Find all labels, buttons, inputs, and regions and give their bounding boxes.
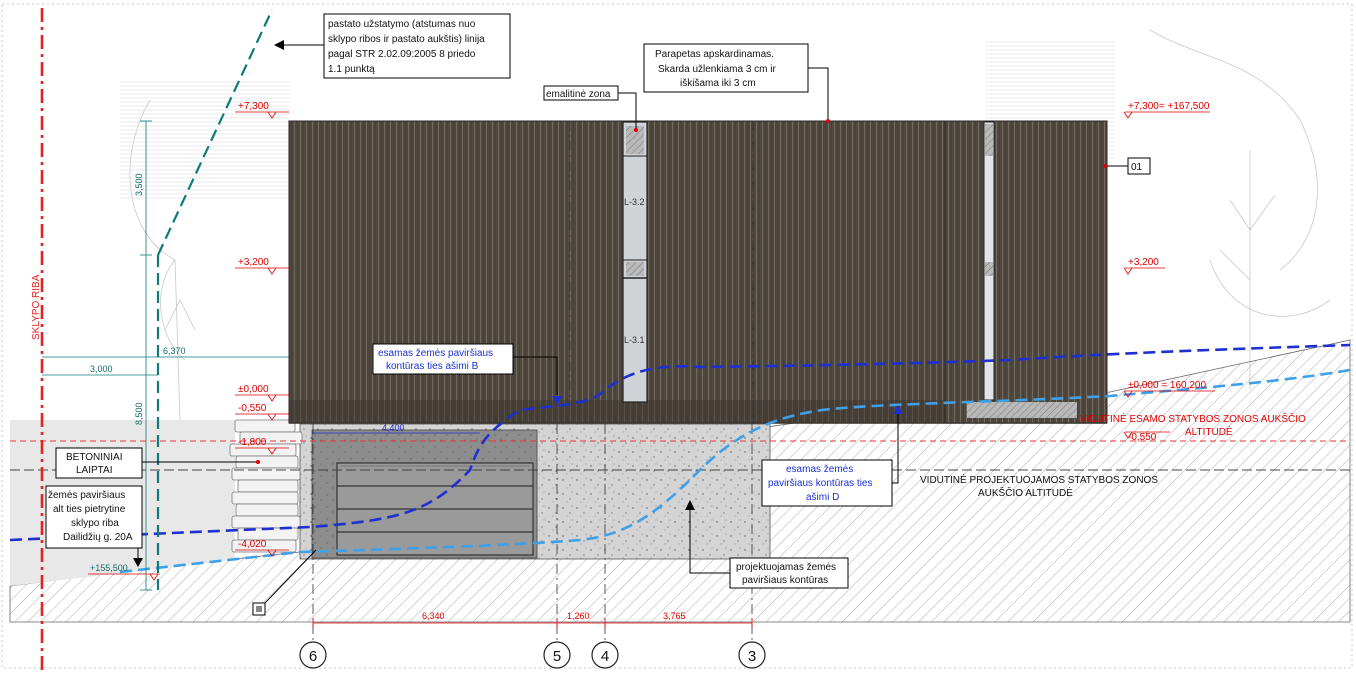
svg-text:iškišama iki 3 cm: iškišama iki 3 cm	[680, 78, 756, 89]
setback-line	[156, 9, 273, 590]
axis-bubble-4: 4	[591, 641, 619, 669]
svg-text:sklypo riba: sklypo riba	[71, 518, 119, 529]
narrow-window	[983, 121, 995, 401]
concrete-stairs-note: BETONINIAI LAIPTAI	[55, 447, 260, 479]
dim-8500: 8,500	[134, 402, 144, 425]
svg-text:BETONINIAI: BETONINIAI	[66, 452, 123, 463]
existing-ground-d-line	[119, 368, 1351, 574]
svg-text:sklypo ribos ir pastato aukšti: sklypo ribos ir pastato aukštis) linija	[328, 34, 485, 45]
existing-ground-b-line	[9, 343, 1351, 542]
svg-text:pagal STR 2.02.09:2005 8 pried: pagal STR 2.02.09:2005 8 priedo	[328, 49, 476, 60]
axis-grid-lines	[312, 121, 754, 640]
parapet-note: Parapetas apskardinamas. Skarda užlenkia…	[643, 43, 830, 123]
svg-text:5: 5	[553, 648, 561, 665]
svg-text:6: 6	[309, 648, 317, 665]
svg-text:esamas žemės paviršiaus: esamas žemės paviršiaus	[378, 348, 493, 359]
svg-text:kontūras ties ašimi B: kontūras ties ašimi B	[386, 361, 479, 372]
level-zero-right: ±0,000 = 160,200	[1128, 380, 1206, 391]
svg-text:paviršiaus kontūras ties: paviršiaus kontūras ties	[768, 478, 873, 489]
svg-text:4: 4	[601, 648, 609, 665]
level-top-left: +7,300	[238, 101, 269, 112]
level-top-right: +7,300= +167,500	[1128, 101, 1210, 112]
enamel-zone-note: emalitinė zona	[543, 85, 638, 132]
level-1800: -1,800	[238, 437, 267, 448]
setback-note: pastato užstatymo (atstumas nuo sklypo r…	[274, 13, 511, 79]
svg-text:pastato užstatymo (atstumas nu: pastato užstatymo (atstumas nuo	[328, 19, 476, 30]
svg-text:Parapetas apskardinamas.: Parapetas apskardinamas.	[655, 49, 774, 60]
plot-boundary-label: SKLYPO RIBA	[31, 274, 42, 340]
dim-3000: 3,000	[90, 364, 113, 374]
avg-existing-label-2: ALTITUDĖ	[1185, 425, 1233, 438]
facade-right-block	[944, 120, 1108, 424]
dim-6370: 6,370	[163, 346, 186, 356]
bottom-dim-lines	[312, 618, 753, 628]
square-marker	[252, 549, 317, 616]
level-markers	[88, 111, 1215, 581]
avg-projected-label-2: AUKŠČIO ALTITUDĖ	[978, 486, 1073, 499]
concrete-stairs-graphic	[229, 419, 303, 553]
window-mark-l31: L-3.1	[624, 335, 645, 345]
dim-1260: 1,260	[567, 611, 590, 621]
svg-text:Skarda užlenkiama 3 cm ir: Skarda užlenkiama 3 cm ir	[658, 64, 776, 75]
dim-4400: 4,400	[382, 423, 405, 433]
level-0550-left: -0,550	[238, 403, 267, 414]
axis-bubble-6: 6	[299, 641, 327, 669]
dim-6340: 6,340	[422, 611, 445, 621]
ground-alt-note: žemės paviršiaus alt ties pietrytine skl…	[45, 485, 143, 567]
level-zero-left: ±0,000	[238, 384, 269, 395]
avg-existing-label-1: VIDUTINĖ ESAMO STATYBOS ZONOS AUKŠČIO	[1080, 412, 1306, 425]
svg-text:žemės paviršiaus: žemės paviršiaus	[48, 490, 125, 501]
garage-door	[336, 462, 534, 556]
existing-ground-d-note: esamas žemės paviršiaus kontūras ties aš…	[761, 405, 903, 507]
level-4020: -4,020	[238, 539, 267, 550]
level-ground-alt: +155,500	[90, 563, 128, 573]
window-column	[622, 121, 648, 403]
dim-3500: 3,500	[134, 173, 144, 196]
svg-text:paviršiaus kontūras: paviršiaus kontūras	[742, 575, 828, 586]
window-mark-l32: L-3.2	[624, 197, 645, 207]
svg-text:ašimi D: ašimi D	[806, 492, 839, 503]
svg-text:3: 3	[748, 648, 756, 665]
material-tag: 01	[1103, 157, 1151, 175]
svg-text:LAIPTAI: LAIPTAI	[76, 465, 113, 476]
avg-projected-label-1: VIDUTINĖ PROJEKTUOJAMOS STATYBOS ZONOS	[920, 473, 1158, 486]
projected-ground-note: projektuojamas žemės paviršiaus kontūras	[685, 500, 849, 589]
existing-ground-b-note: esamas žemės paviršiaus kontūras ties aš…	[372, 343, 562, 405]
level-mid-right: +3,200	[1128, 257, 1159, 268]
dim-3765: 3,765	[663, 611, 686, 621]
svg-text:esamas žemės: esamas žemės	[786, 464, 853, 475]
svg-text:emalitinė zona: emalitinė zona	[546, 89, 611, 100]
svg-text:projektuojamas žemės: projektuojamas žemės	[736, 562, 836, 573]
axis-bubble-5: 5	[543, 641, 571, 669]
entrance-slab	[967, 402, 1077, 418]
sheet-border	[1, 3, 1353, 669]
level-0550-right: -0,550	[1128, 432, 1157, 443]
level-mid-left: +3,200	[238, 257, 269, 268]
axis-bubble-3: 3	[738, 641, 766, 669]
svg-text:1.1 punktą: 1.1 punktą	[328, 64, 375, 75]
svg-text:Dailidžių g. 20A: Dailidžių g. 20A	[63, 532, 133, 543]
setback-dims	[42, 120, 289, 591]
svg-text:alt ties pietrytine: alt ties pietrytine	[53, 504, 126, 515]
svg-text:01: 01	[1131, 162, 1143, 173]
